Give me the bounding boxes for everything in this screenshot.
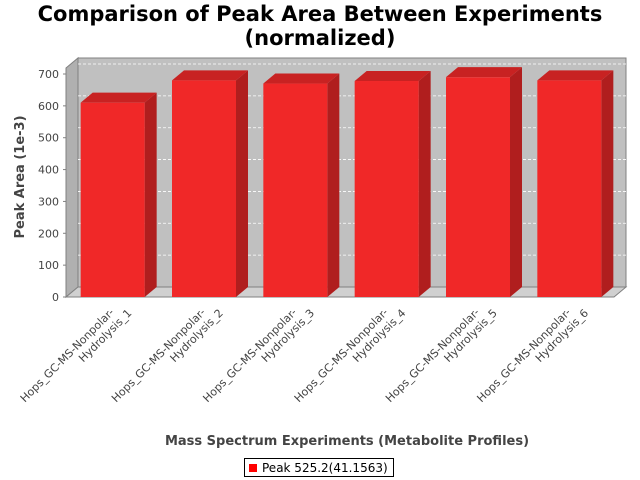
y-tick-label: 400 bbox=[38, 164, 59, 177]
bar-top bbox=[172, 70, 248, 81]
legend-label: Peak 525.2(41.1563) bbox=[262, 460, 388, 475]
bar bbox=[172, 70, 248, 297]
bar-front bbox=[263, 83, 328, 297]
bar-front bbox=[446, 77, 510, 297]
x-tick-label-line: Hops_GC-MS-Nonpolar- bbox=[18, 306, 117, 405]
legend: Peak 525.2(41.1563) bbox=[244, 458, 394, 477]
bar-side bbox=[327, 73, 340, 297]
chart-subtitle: (normalized) bbox=[244, 26, 396, 50]
y-tick-label: 600 bbox=[38, 100, 59, 113]
bar-side bbox=[510, 67, 522, 297]
y-tick-label: 100 bbox=[38, 259, 59, 272]
y-tick-label: 200 bbox=[38, 227, 59, 240]
bar-front bbox=[537, 80, 602, 297]
y-tick-label: 300 bbox=[38, 195, 59, 208]
x-axis-title: Mass Spectrum Experiments (Metabolite Pr… bbox=[165, 434, 529, 449]
y-tick-label: 0 bbox=[52, 291, 59, 304]
bar-top bbox=[263, 73, 340, 84]
chart-title-line1: Comparison of Peak Area Between Experime… bbox=[37, 2, 603, 26]
chart-title: Comparison of Peak Area Between Experime… bbox=[0, 2, 640, 50]
plot-left-wall bbox=[65, 56, 79, 299]
bar-top bbox=[80, 92, 157, 103]
bar-front bbox=[354, 81, 419, 297]
legend-swatch bbox=[249, 463, 257, 472]
bar bbox=[446, 67, 522, 297]
bar-side bbox=[236, 70, 248, 297]
bar-front bbox=[80, 102, 145, 298]
bar bbox=[354, 71, 431, 297]
bar bbox=[263, 73, 340, 297]
bar bbox=[537, 70, 614, 297]
bar-side bbox=[418, 71, 431, 297]
bar-side bbox=[601, 70, 614, 297]
bar-top bbox=[537, 70, 614, 81]
y-tick-label: 500 bbox=[38, 132, 59, 145]
bar-top bbox=[354, 71, 431, 82]
y-tick-label: 700 bbox=[38, 68, 59, 81]
bar-front bbox=[172, 80, 236, 297]
y-axis-title: Peak Area (1e-3) bbox=[13, 115, 28, 238]
bar-side bbox=[144, 92, 157, 298]
bar-top bbox=[446, 67, 522, 78]
bar bbox=[80, 92, 157, 298]
